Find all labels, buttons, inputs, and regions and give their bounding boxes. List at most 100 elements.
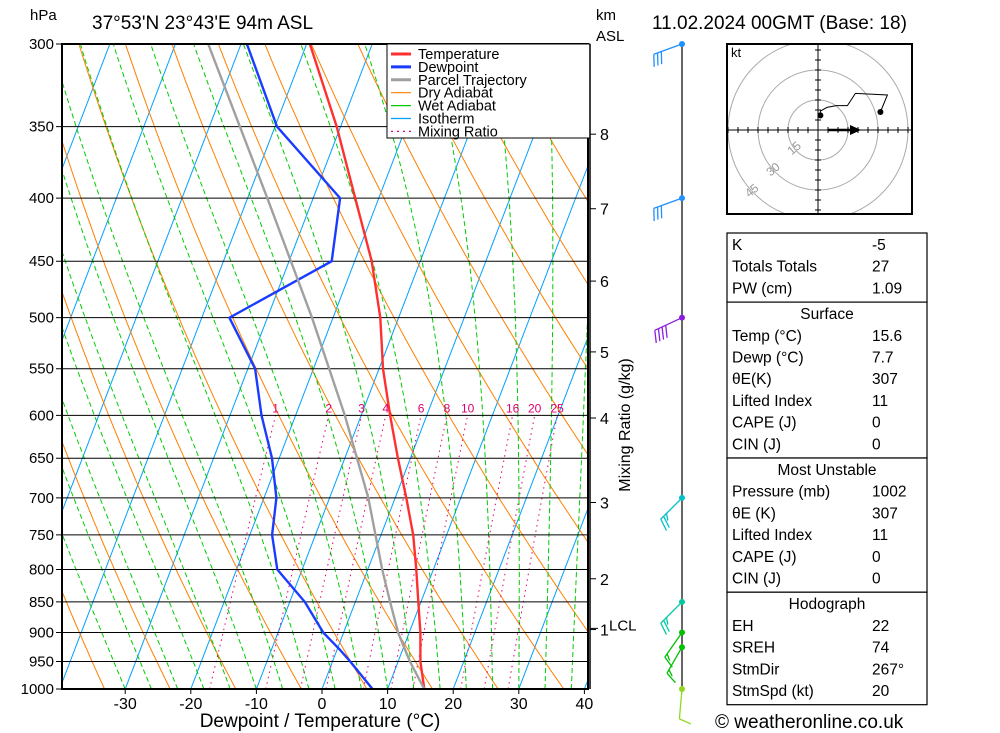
index-label: Lifted Index <box>732 527 812 544</box>
wind-barb-flag <box>666 672 676 684</box>
lcl-label: LCL <box>609 617 637 634</box>
index-value: 22 <box>872 618 889 635</box>
datetime-title: 11.02.2024 00GMT (Base: 18) <box>652 13 907 34</box>
indices-section-title: Hodograph <box>789 596 866 613</box>
index-label: CIN (J) <box>732 571 781 588</box>
dry-adiabat-line <box>450 44 588 286</box>
index-label: θE (K) <box>732 505 776 522</box>
isotherm-line <box>255 44 504 689</box>
wind-barb-flag <box>666 653 671 661</box>
mixing-ratio-label: 3 <box>358 401 365 415</box>
pressure-tick-label: 300 <box>29 36 54 53</box>
index-value: 20 <box>872 683 890 700</box>
wind-barb <box>654 314 685 343</box>
wet-adiabat-line <box>544 44 554 689</box>
isotherm-line <box>62 44 176 342</box>
km-tick-label: 2 <box>600 572 609 589</box>
wet-adiabat-line <box>364 44 467 689</box>
index-value: 0 <box>872 415 881 432</box>
index-label: SREH <box>732 640 775 657</box>
wind-barb-staff <box>666 646 683 674</box>
wind-barb-flag <box>665 513 669 521</box>
wet-adiabat-line <box>79 44 310 689</box>
dry-adiabat-line <box>916 44 1000 689</box>
legend-label: Dry Adiabat <box>418 86 493 102</box>
indices-section <box>726 301 928 459</box>
indices-section <box>726 232 928 303</box>
mixing-ratio-line <box>507 415 558 689</box>
wind-barb <box>660 598 685 635</box>
index-label: PW (cm) <box>732 280 792 297</box>
pressure-unit-label: hPa <box>30 7 57 24</box>
mixing-ratio-labels: 1 2 3 4 6 8 10 16 20 25 <box>272 401 564 415</box>
x-tick-label: 10 <box>379 696 397 713</box>
wind-barb <box>653 41 685 67</box>
isotherm-line <box>321 44 570 689</box>
dry-adiabat-line <box>310 44 588 544</box>
mixing-ratio-label: 20 <box>528 401 542 415</box>
mixing-ratio-label: 2 <box>325 401 332 415</box>
wind-barb-flag <box>661 326 665 340</box>
dry-adiabat-line <box>78 44 368 689</box>
wet-adiabat-line <box>112 44 336 689</box>
index-value: 15.6 <box>872 328 902 345</box>
wind-barbs <box>653 41 692 725</box>
isotherm-line <box>190 44 439 689</box>
x-tick-label: -30 <box>114 696 137 713</box>
x-tick-label: -10 <box>245 696 268 713</box>
legend-box <box>386 43 591 139</box>
indices-table: K -5 Totals Totals 27 PW (cm) 1.09 Surface Temp… <box>726 232 928 706</box>
dry-adiabat-line <box>962 44 1000 689</box>
isotherm-line <box>124 44 373 689</box>
index-value: 11 <box>872 393 888 410</box>
wind-barb-staff <box>660 601 683 624</box>
pressure-tick-label: 1000 <box>21 681 54 698</box>
asl-label: ASL <box>596 28 624 45</box>
wind-barb-staff <box>660 497 683 520</box>
km-label: km <box>596 7 616 24</box>
index-label: CAPE (J) <box>732 549 797 566</box>
km-tick-label: 8 <box>600 127 609 144</box>
indices-section <box>726 457 928 593</box>
x-axis-ticks: -30 -20 -10 0 10 20 30 40 <box>114 689 594 713</box>
pressure-tick-label: 500 <box>29 310 54 327</box>
mixing-ratio-label: 6 <box>418 401 425 415</box>
indices-section-title: Most Unstable <box>777 462 876 479</box>
index-label: StmSpd (kt) <box>732 683 814 700</box>
dry-adiabat-line <box>264 44 588 633</box>
index-value: 11 <box>872 527 888 544</box>
mixing-ratio-label: 25 <box>550 401 564 415</box>
storm-motion-arrowhead <box>850 125 861 135</box>
wind-barb-flag <box>660 518 668 531</box>
x-axis-label: Dewpoint / Temperature (°C) <box>200 711 441 732</box>
pressure-tick-label: 450 <box>29 253 54 270</box>
mixing-ratio-line <box>300 415 363 689</box>
km-tick-label: 6 <box>600 274 609 291</box>
indices-section-title: Surface <box>800 306 853 323</box>
isotherm-line <box>387 164 588 689</box>
index-value: 267° <box>872 661 904 678</box>
parcel-trajectory-line <box>207 44 426 689</box>
pressure-tick-label: 400 <box>29 190 54 207</box>
x-tick-label: 40 <box>576 696 594 713</box>
index-value: 307 <box>872 371 898 388</box>
legend-label: Wet Adiabat <box>418 99 496 115</box>
mixing-ratio-label: 4 <box>382 401 389 415</box>
km-tick-label: 5 <box>600 345 609 362</box>
wet-adiabat-line <box>570 293 588 689</box>
copyright-footer: © weatheronline.co.uk <box>715 712 904 733</box>
index-value: 1.09 <box>872 280 902 297</box>
mixing-ratio-label: 10 <box>461 401 475 415</box>
wind-barb-flag <box>679 718 692 725</box>
pressure-tick-label: 550 <box>29 361 54 378</box>
pressure-tick-label: 850 <box>29 594 54 611</box>
plot-frame <box>61 43 589 690</box>
mixing-ratio-line <box>390 415 448 689</box>
index-label: K <box>732 237 743 254</box>
hodograph-start-dot <box>817 112 824 119</box>
pressure-tick-label: 750 <box>29 527 54 544</box>
legend-label: Temperature <box>418 47 499 63</box>
